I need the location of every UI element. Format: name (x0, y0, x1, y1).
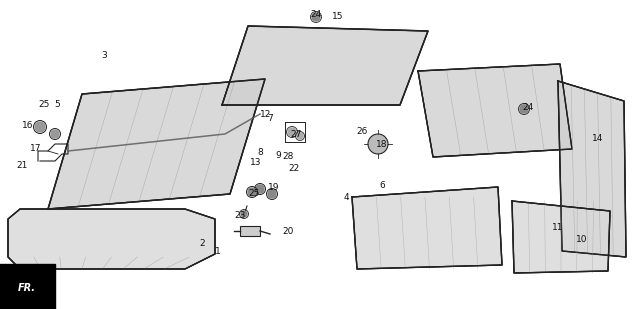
Text: 20: 20 (282, 227, 294, 236)
Polygon shape (558, 81, 626, 257)
Polygon shape (418, 64, 572, 157)
Text: 1: 1 (215, 248, 221, 256)
Text: 15: 15 (332, 11, 344, 20)
Bar (240, 226, 260, 236)
Circle shape (369, 135, 387, 153)
Text: 19: 19 (268, 184, 280, 193)
Text: 21: 21 (16, 160, 28, 170)
Text: 14: 14 (592, 133, 604, 142)
Circle shape (520, 105, 528, 113)
Text: 8: 8 (257, 147, 263, 156)
Circle shape (256, 185, 264, 193)
Text: 27: 27 (291, 129, 301, 138)
Text: 5: 5 (54, 99, 60, 108)
Text: 17: 17 (30, 143, 42, 153)
Text: 26: 26 (356, 126, 368, 136)
Polygon shape (512, 201, 610, 273)
Polygon shape (8, 209, 215, 269)
Text: 9: 9 (275, 150, 281, 159)
Polygon shape (222, 26, 428, 105)
Text: 3: 3 (101, 50, 107, 60)
Text: 4: 4 (343, 193, 349, 202)
Text: FR.: FR. (18, 283, 36, 293)
Text: 13: 13 (250, 158, 262, 167)
Circle shape (288, 128, 296, 136)
Text: 24: 24 (310, 10, 322, 19)
Text: 6: 6 (379, 181, 385, 191)
Text: 10: 10 (576, 235, 588, 244)
Text: 7: 7 (267, 113, 273, 122)
Text: 11: 11 (552, 223, 564, 232)
Circle shape (268, 190, 276, 198)
Text: 12: 12 (260, 109, 272, 118)
Text: 25: 25 (38, 99, 50, 108)
Circle shape (312, 13, 320, 21)
Text: 23: 23 (234, 211, 246, 221)
Circle shape (241, 211, 247, 217)
Text: 18: 18 (376, 139, 388, 149)
Text: 16: 16 (22, 121, 34, 129)
Circle shape (51, 130, 59, 138)
Circle shape (297, 133, 303, 139)
Text: 2: 2 (199, 239, 205, 248)
Text: 25: 25 (248, 189, 260, 198)
Text: 22: 22 (289, 163, 300, 172)
Text: 28: 28 (282, 151, 294, 160)
Circle shape (248, 188, 256, 196)
Text: 24: 24 (522, 103, 534, 112)
Circle shape (35, 122, 45, 132)
Polygon shape (352, 187, 502, 269)
Polygon shape (48, 79, 265, 209)
